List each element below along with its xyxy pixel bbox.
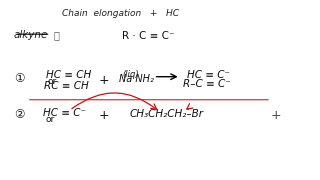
Text: R–C ≡ C⁻: R–C ≡ C⁻: [183, 79, 231, 89]
Text: +: +: [271, 109, 282, 123]
Text: RC ≡ CH: RC ≡ CH: [44, 82, 89, 91]
Text: +: +: [98, 74, 109, 87]
Text: ②: ②: [14, 108, 25, 121]
Text: HC ≡ C⁻: HC ≡ C⁻: [43, 108, 86, 118]
Text: Na NH₂: Na NH₂: [119, 74, 154, 84]
Text: alkyne: alkyne: [14, 30, 48, 40]
Text: Chain  elongation   +   HC: Chain elongation + HC: [62, 9, 179, 18]
Text: +: +: [98, 109, 109, 123]
Text: HC ≡ CH: HC ≡ CH: [46, 70, 91, 80]
Text: ①: ①: [14, 72, 25, 85]
Text: Ⓡ: Ⓡ: [54, 30, 60, 40]
Text: HC ≡ C⁻: HC ≡ C⁻: [187, 70, 230, 80]
Text: CH₃CH₂CH₂–Br: CH₃CH₂CH₂–Br: [130, 109, 204, 119]
Text: or: or: [46, 115, 55, 124]
Text: or: or: [47, 77, 57, 86]
Text: R · C ≡ C⁻: R · C ≡ C⁻: [122, 31, 174, 41]
Text: (liq): (liq): [122, 70, 139, 79]
